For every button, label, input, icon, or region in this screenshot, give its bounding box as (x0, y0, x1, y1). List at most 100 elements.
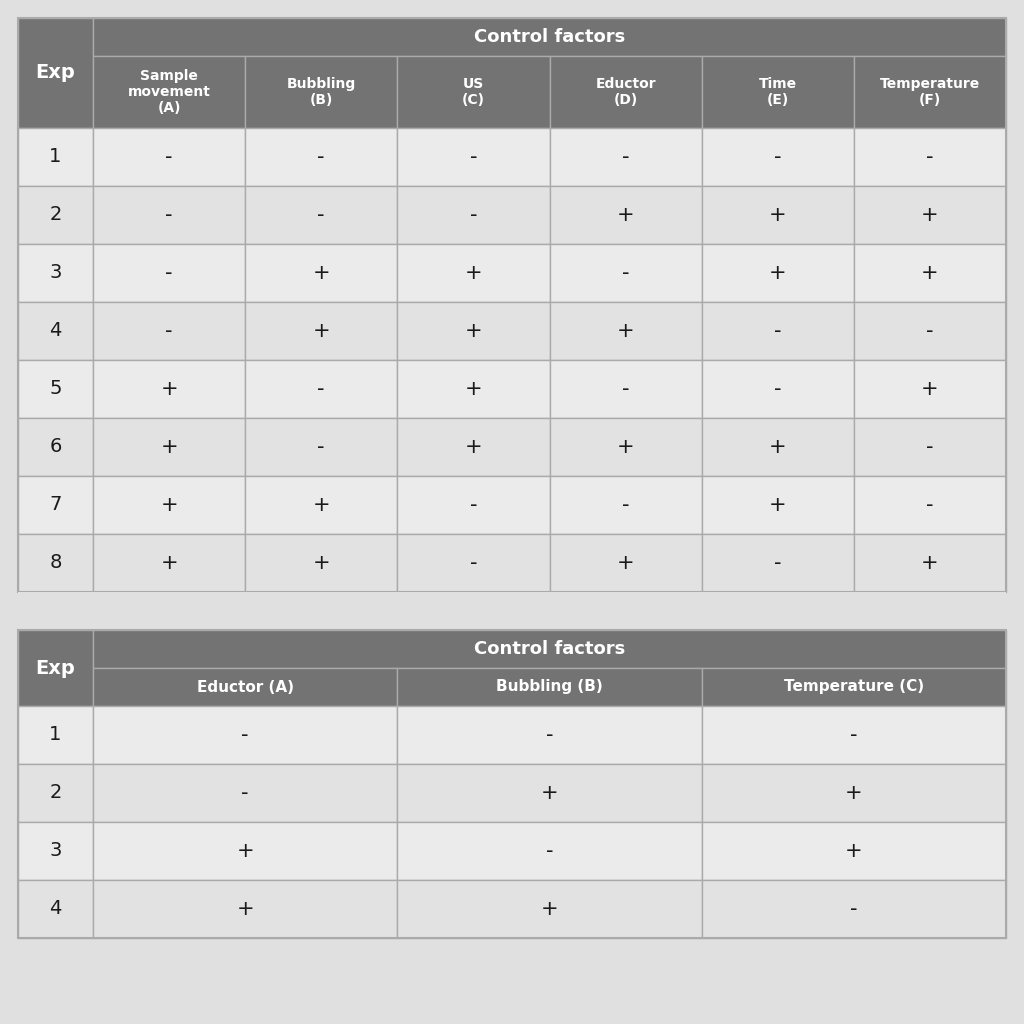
Text: -: - (774, 321, 781, 341)
Bar (93, 186, 245, 244)
Bar (397, 186, 550, 244)
Bar (701, 418, 854, 476)
Bar (93, 418, 245, 476)
Text: +: + (769, 495, 786, 515)
Text: Sample
movement
(A): Sample movement (A) (128, 69, 211, 116)
Text: Exp: Exp (36, 658, 76, 678)
Text: +: + (541, 783, 558, 803)
Bar (854, 186, 1006, 244)
Bar (18, 822, 93, 880)
Bar (93, 534, 245, 592)
Text: Control factors: Control factors (474, 28, 625, 46)
Text: +: + (237, 841, 254, 861)
Bar (245, 476, 397, 534)
Text: 2: 2 (49, 206, 61, 224)
Text: -: - (165, 263, 173, 283)
Text: Eductor (A): Eductor (A) (197, 680, 294, 694)
Bar (854, 244, 1006, 302)
Text: +: + (616, 437, 635, 457)
Text: +: + (465, 263, 482, 283)
Text: -: - (470, 495, 477, 515)
Bar (93, 706, 397, 764)
Bar (854, 128, 1006, 186)
Text: +: + (161, 379, 178, 399)
Bar (245, 534, 397, 592)
Bar (18, 706, 93, 764)
Text: 1: 1 (49, 147, 61, 167)
Bar (701, 186, 854, 244)
Bar (245, 56, 397, 128)
Text: +: + (465, 379, 482, 399)
Bar (397, 56, 550, 128)
Bar (397, 302, 550, 360)
Text: +: + (922, 205, 939, 225)
Bar (397, 764, 701, 822)
Bar (550, 186, 701, 244)
Text: Eductor
(D): Eductor (D) (595, 77, 656, 108)
Bar (550, 476, 701, 534)
Text: +: + (616, 205, 635, 225)
Text: +: + (312, 553, 330, 573)
Text: -: - (926, 147, 934, 167)
Bar (397, 706, 701, 764)
Bar (854, 418, 1006, 476)
Text: Control factors: Control factors (474, 640, 625, 658)
Text: +: + (312, 263, 330, 283)
Bar (701, 880, 1006, 938)
Text: +: + (769, 205, 786, 225)
Text: +: + (845, 841, 862, 861)
Bar (18, 186, 93, 244)
Text: 6: 6 (49, 437, 61, 457)
Text: -: - (165, 321, 173, 341)
Text: 1: 1 (49, 725, 61, 744)
Text: -: - (165, 205, 173, 225)
Bar (397, 360, 550, 418)
Bar (397, 128, 550, 186)
Bar (701, 302, 854, 360)
Bar (701, 56, 854, 128)
Text: -: - (850, 725, 857, 745)
Text: -: - (317, 205, 325, 225)
Text: -: - (546, 725, 553, 745)
Bar (854, 56, 1006, 128)
Text: +: + (161, 437, 178, 457)
Bar (701, 706, 1006, 764)
Bar (397, 668, 701, 706)
Bar (93, 764, 397, 822)
Text: -: - (622, 147, 630, 167)
Text: -: - (774, 379, 781, 399)
Bar (18, 534, 93, 592)
Bar (245, 128, 397, 186)
Text: 5: 5 (49, 380, 61, 398)
Text: Temperature (C): Temperature (C) (783, 680, 924, 694)
Text: -: - (470, 553, 477, 573)
Text: -: - (242, 725, 249, 745)
Text: -: - (165, 147, 173, 167)
Text: -: - (850, 899, 857, 919)
Bar (397, 476, 550, 534)
Text: 3: 3 (49, 263, 61, 283)
Text: -: - (622, 263, 630, 283)
Bar (701, 822, 1006, 880)
Bar (93, 18, 1006, 56)
Bar (18, 302, 93, 360)
Bar (93, 360, 245, 418)
Bar (550, 418, 701, 476)
Bar (93, 302, 245, 360)
Text: -: - (317, 437, 325, 457)
Text: Exp: Exp (36, 63, 76, 83)
Text: +: + (922, 553, 939, 573)
Text: 4: 4 (49, 322, 61, 341)
Text: 2: 2 (49, 783, 61, 803)
Text: +: + (616, 321, 635, 341)
Bar (701, 534, 854, 592)
Bar (854, 302, 1006, 360)
Bar (550, 534, 701, 592)
Text: 8: 8 (49, 554, 61, 572)
Bar (93, 630, 1006, 668)
Text: +: + (161, 495, 178, 515)
Text: -: - (622, 495, 630, 515)
Bar (854, 476, 1006, 534)
Bar (18, 418, 93, 476)
Text: +: + (541, 899, 558, 919)
